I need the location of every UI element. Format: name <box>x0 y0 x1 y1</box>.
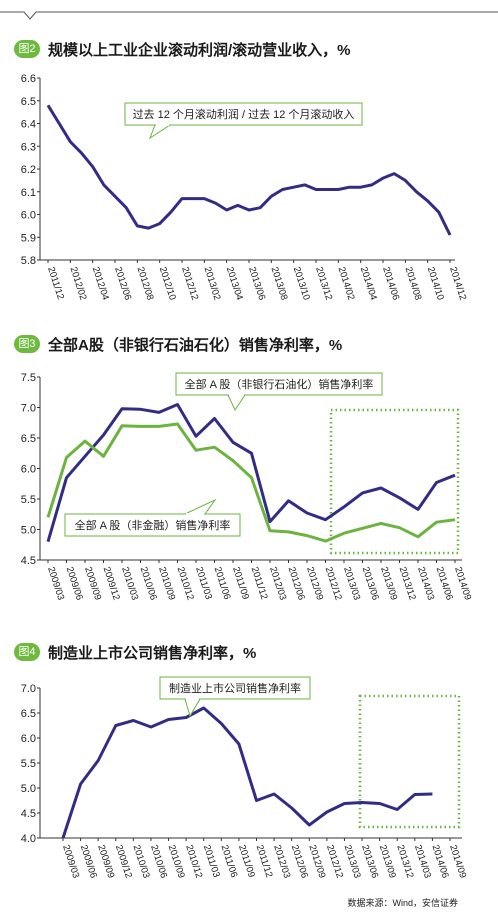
callout-box <box>175 372 383 396</box>
y-tick-label: 6.5 <box>21 433 36 445</box>
y-tick-label: 5.9 <box>21 232 36 244</box>
callout-box <box>124 102 363 126</box>
highlight-box <box>329 408 460 555</box>
series-name-label: 制造业上市公司销售净利率 <box>169 681 301 695</box>
callout-box <box>64 513 241 537</box>
callout-box <box>159 676 311 700</box>
chart3-header: 图4 制造业上市公司销售净利率，% <box>14 641 256 663</box>
series-line-2 <box>46 422 456 543</box>
data-source: 数据来源：Wind，安信证券 <box>347 898 458 908</box>
series-name-label: 过去 12 个月滚动利润 / 过去 12 个月滚动收入 <box>133 107 355 121</box>
top-divider <box>0 11 498 20</box>
y-tick-label: 6.0 <box>21 464 36 476</box>
chart2-header: 图3 全部A股（非银行石油石化）销售净利率，% <box>14 333 342 355</box>
series-line-1 <box>61 706 433 839</box>
y-tick-label: 5.0 <box>21 783 36 795</box>
y-tick-label: 4.5 <box>21 808 36 820</box>
series-line-1 <box>46 403 456 543</box>
series-name-label: 全部 A 股（非金融）销售净利率 <box>75 518 231 532</box>
chart1-title: 规模以上工业企业滚动利润/滚动营业收入，% <box>48 41 351 59</box>
y-tick-label: 7.5 <box>21 372 36 384</box>
series-callout-1: 全部 A 股（非银行石油化）销售净利率 <box>175 372 383 412</box>
y-tick-label: 7.0 <box>21 683 36 695</box>
y-tick-label: 7.0 <box>21 403 36 415</box>
y-tick-label: 5.8 <box>21 255 36 267</box>
series-callout-1: 制造业上市公司销售净利率 <box>159 676 311 718</box>
series-name-label: 全部 A 股（非银行石油化）销售净利率 <box>185 377 374 391</box>
y-tick-label: 4.5 <box>21 555 36 567</box>
chart1-header: 图2 规模以上工业企业滚动利润/滚动营业收入，% <box>14 38 351 60</box>
y-tick-label: 6.6 <box>21 73 36 85</box>
y-tick-label: 5.0 <box>21 525 36 537</box>
y-tick-label: 6.0 <box>21 210 36 222</box>
chart2-title: 全部A股（非银行石油石化）销售净利率，% <box>48 336 343 354</box>
series-line-1 <box>46 104 452 236</box>
y-tick-label: 6.0 <box>21 733 36 745</box>
chart2-badge: 图3 <box>14 335 40 353</box>
x-tick-label: 2009/03 <box>60 844 81 880</box>
y-tick-label: 5.5 <box>21 758 36 770</box>
chart1-badge: 图2 <box>14 40 40 58</box>
y-tick-label: 6.5 <box>21 96 36 108</box>
highlight-box <box>358 694 461 829</box>
y-tick-label: 4.0 <box>21 833 36 845</box>
y-tick-label: 6.2 <box>21 164 36 176</box>
series-callout-1: 过去 12 个月滚动利润 / 过去 12 个月滚动收入 <box>124 102 363 140</box>
series-callout-2: 全部 A 股（非金融）销售净利率 <box>64 498 241 537</box>
chart3-badge: 图4 <box>14 643 40 661</box>
y-tick-label: 6.3 <box>21 141 36 153</box>
y-tick-label: 6.5 <box>21 708 36 720</box>
y-tick-label: 5.5 <box>21 494 36 506</box>
chart3-title: 制造业上市公司销售净利率，% <box>48 644 257 662</box>
y-tick-label: 6.4 <box>21 119 36 131</box>
y-tick-label: 6.1 <box>21 187 36 199</box>
